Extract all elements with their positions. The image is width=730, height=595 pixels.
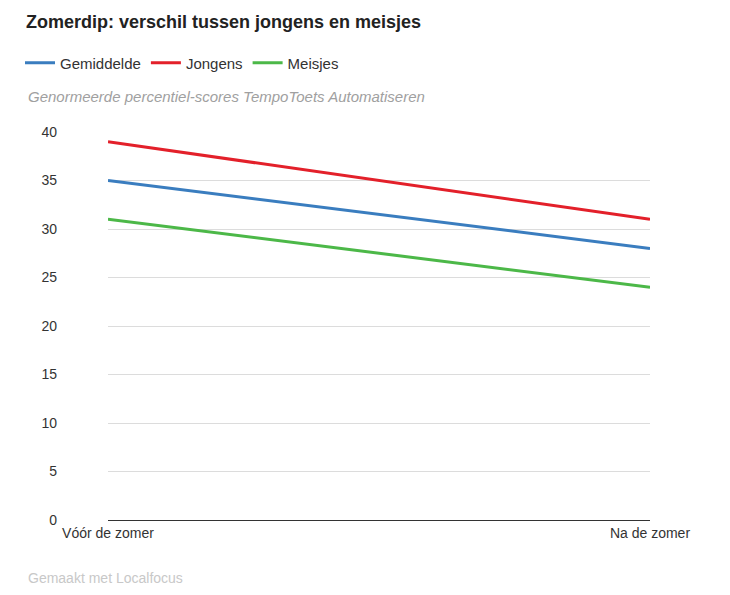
svg-text:35: 35 <box>41 172 57 188</box>
svg-text:0: 0 <box>49 512 57 528</box>
svg-text:40: 40 <box>41 124 57 140</box>
svg-text:20: 20 <box>41 318 57 334</box>
svg-text:Gemiddelde: Gemiddelde <box>60 55 141 72</box>
svg-text:Zomerdip: verschil tussen jong: Zomerdip: verschil tussen jongens en mei… <box>26 12 421 32</box>
svg-text:Vóór de zomer: Vóór de zomer <box>62 525 154 541</box>
svg-text:5: 5 <box>49 463 57 479</box>
svg-text:Gemaakt met Localfocus: Gemaakt met Localfocus <box>28 570 183 586</box>
svg-text:15: 15 <box>41 366 57 382</box>
svg-text:10: 10 <box>41 415 57 431</box>
svg-text:Na de zomer: Na de zomer <box>610 525 690 541</box>
svg-text:Meisjes: Meisjes <box>288 55 339 72</box>
svg-text:Jongens: Jongens <box>186 55 243 72</box>
svg-text:30: 30 <box>41 221 57 237</box>
svg-text:25: 25 <box>41 269 57 285</box>
svg-text:Genormeerde percentiel-scores: Genormeerde percentiel-scores TempoToets… <box>28 88 425 105</box>
